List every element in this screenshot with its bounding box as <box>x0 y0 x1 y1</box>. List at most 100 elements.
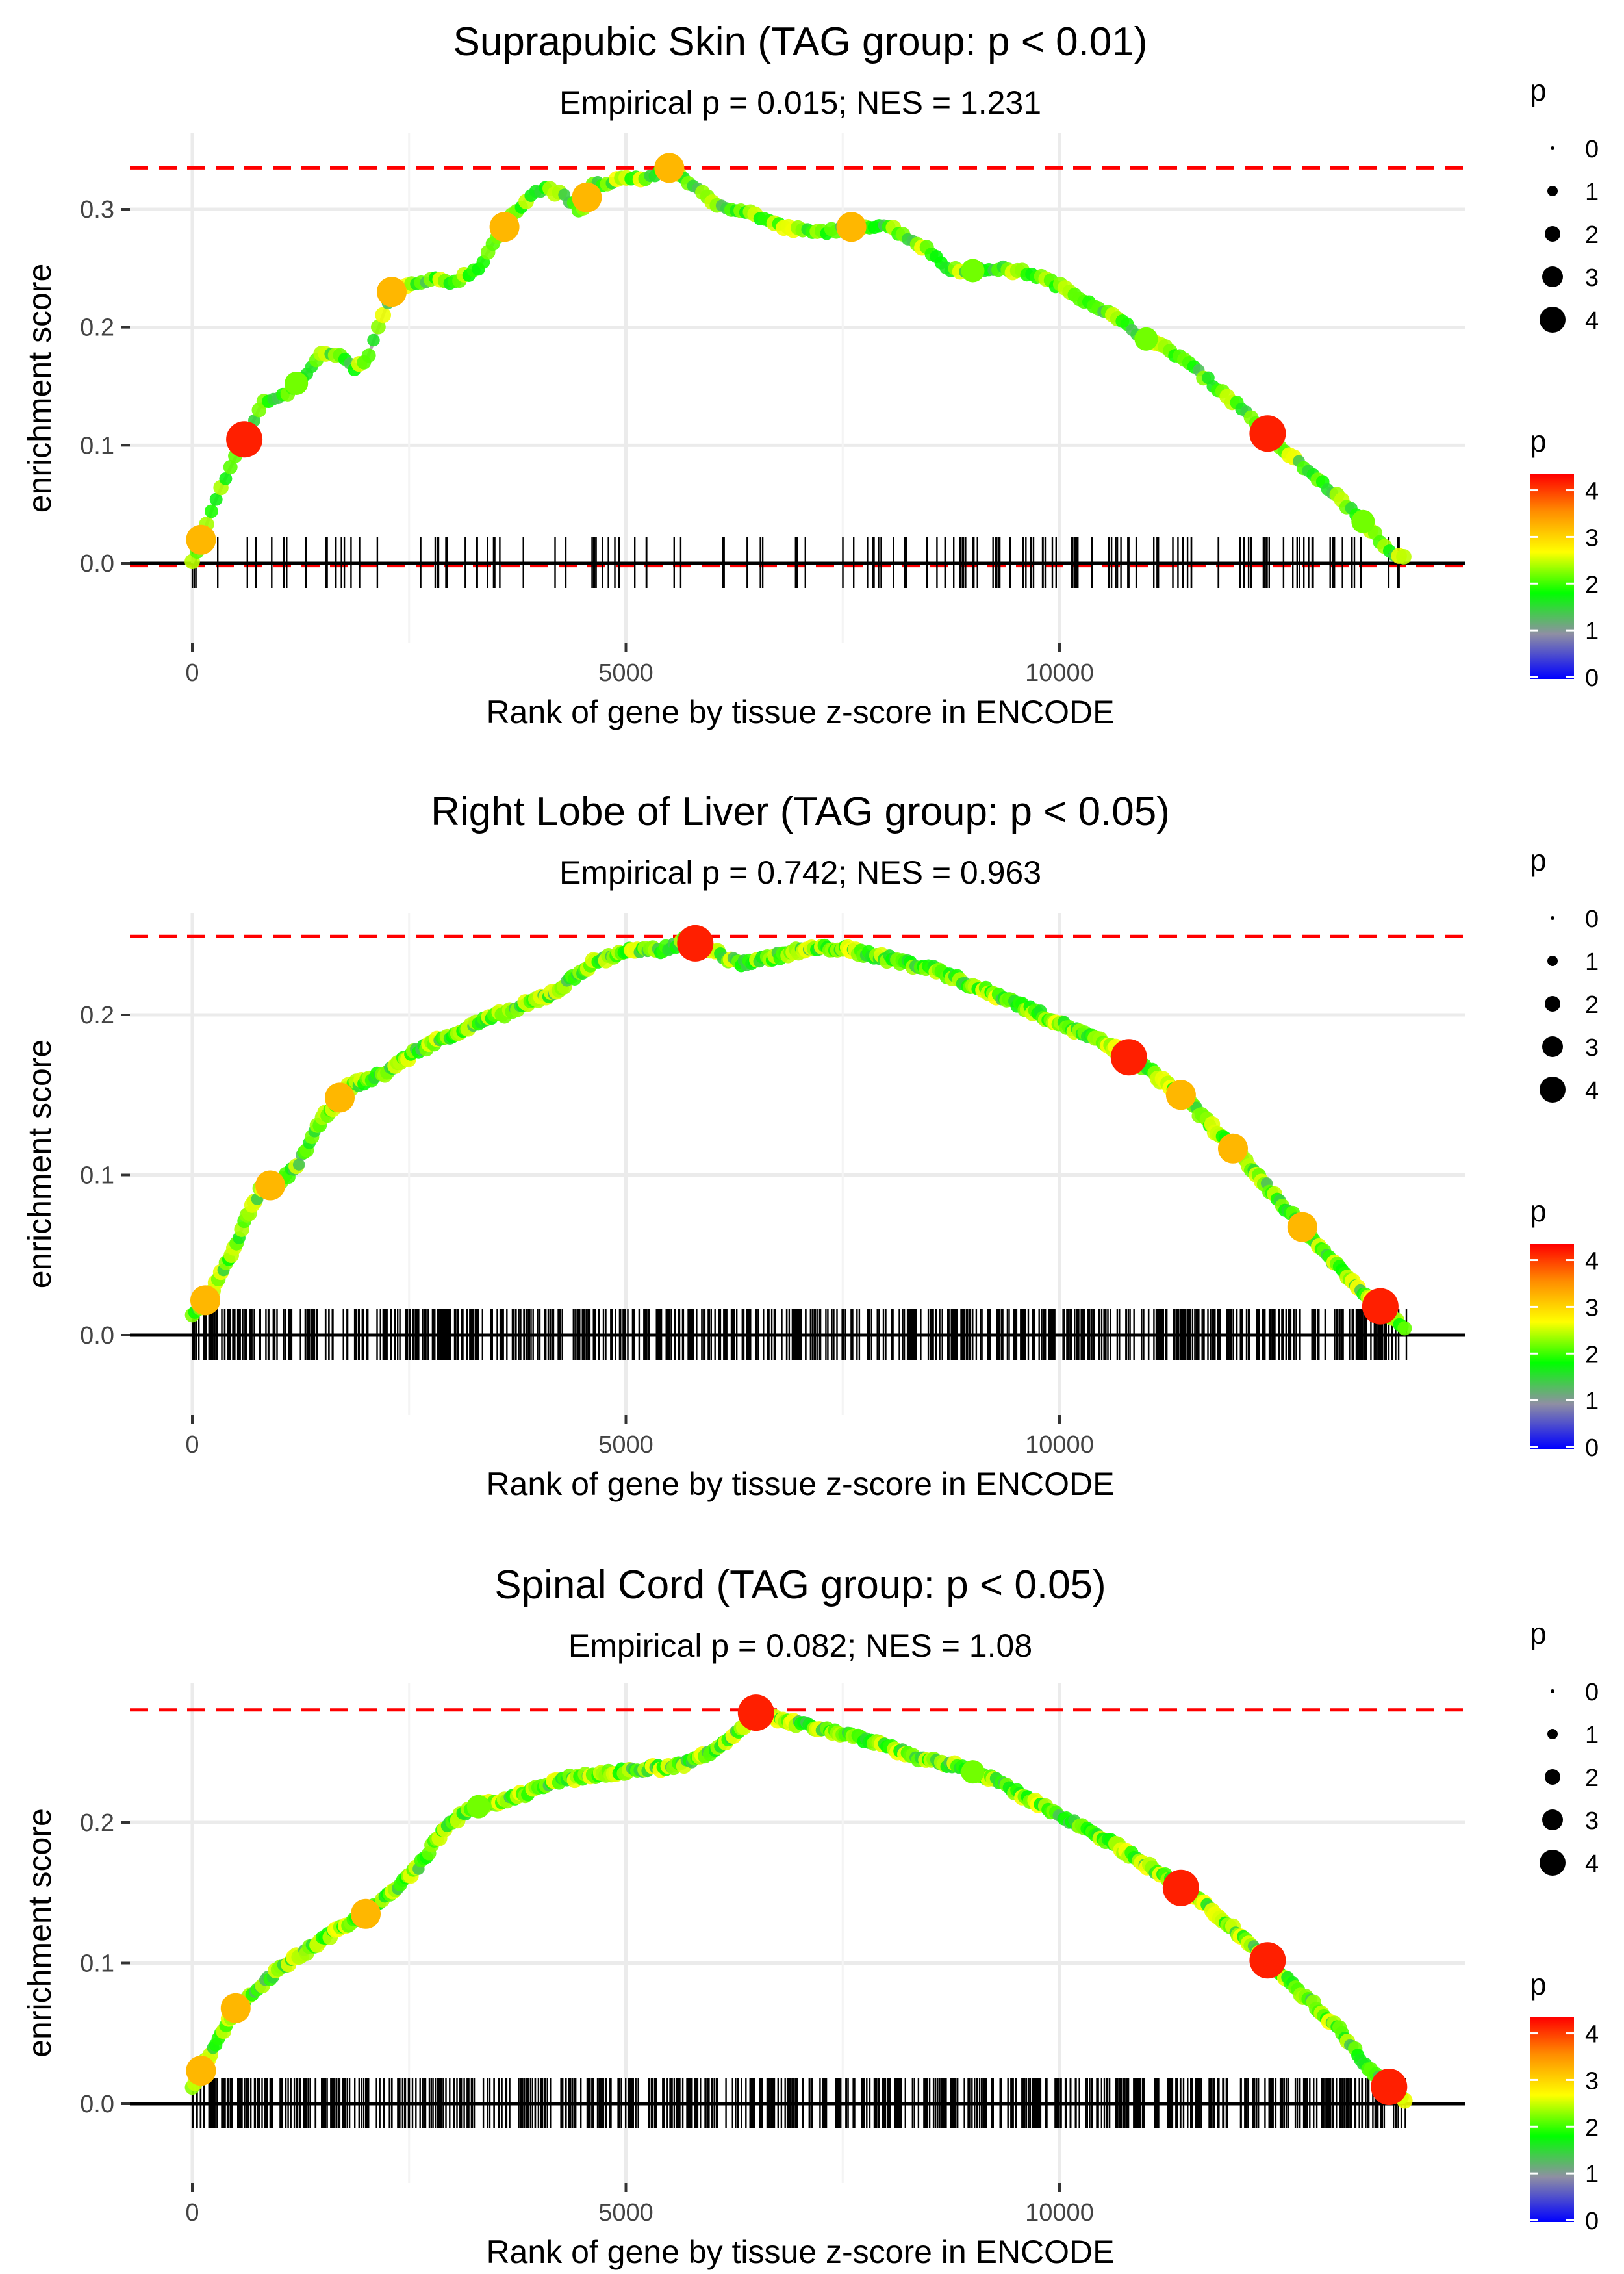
es-point <box>223 460 238 474</box>
es-point-highlight <box>961 1760 985 1784</box>
color-legend: p 0 1 2 3 4 <box>1530 424 1599 692</box>
size-legend-label: 0 <box>1585 906 1599 933</box>
color-legend-label: 0 <box>1585 665 1599 692</box>
size-legend-label: 2 <box>1585 222 1599 249</box>
x-axis-label: Rank of gene by tissue z-score in ENCODE <box>486 1466 1114 1502</box>
es-point-highlight <box>190 1285 220 1316</box>
es-point <box>204 504 218 518</box>
es-point-highlight <box>226 421 263 458</box>
es-point-highlight <box>836 212 867 242</box>
x-axis-label: Rank of gene by tissue z-score in ENCODE <box>486 2234 1114 2270</box>
es-point-highlight <box>1371 2069 1408 2105</box>
es-point-highlight <box>1362 1288 1399 1325</box>
size-legend-label: 0 <box>1585 1679 1599 1706</box>
es-points <box>184 153 1412 570</box>
color-legend-bar <box>1530 2017 1574 2222</box>
es-point-highlight <box>1218 1133 1248 1164</box>
color-legend-bar <box>1530 1244 1574 1449</box>
es-point-highlight <box>186 2056 216 2086</box>
y-tick-label: 0.0 <box>80 1322 114 1349</box>
size-legend-dot <box>1545 1769 1560 1785</box>
color-legend-label: 4 <box>1585 2021 1599 2049</box>
es-point-highlight <box>677 925 714 962</box>
size-legend-dot <box>1542 1809 1563 1830</box>
es-point-highlight <box>654 153 685 183</box>
y-tick-label: 0.2 <box>80 1002 114 1029</box>
es-point-highlight <box>1110 1039 1147 1076</box>
es-point <box>370 319 386 335</box>
size-legend: p 0 1 2 3 4 <box>1530 843 1599 1105</box>
es-point-highlight <box>489 212 520 242</box>
es-point <box>375 307 392 324</box>
size-legend-dot <box>1551 1689 1554 1693</box>
color-legend-label: 4 <box>1585 1248 1599 1275</box>
x-axis-label: Rank of gene by tissue z-score in ENCODE <box>486 694 1114 730</box>
color-legend-label: 1 <box>1585 2161 1599 2188</box>
x-tick-label: 5000 <box>598 2199 653 2227</box>
x-tick-label: 10000 <box>1025 659 1094 687</box>
es-point-highlight <box>377 277 407 307</box>
es-point <box>1396 549 1412 565</box>
size-legend-dot <box>1542 1036 1563 1057</box>
size-legend-label: 4 <box>1585 1850 1599 1878</box>
size-legend-label: 2 <box>1585 991 1599 1019</box>
es-point-highlight <box>1165 1080 1196 1110</box>
es-points <box>184 1694 1413 2109</box>
size-legend-label: 4 <box>1585 307 1599 335</box>
size-legend-dot <box>1547 186 1558 196</box>
y-tick-label: 0.1 <box>80 1162 114 1190</box>
x-axis: 0 5000 10000 <box>185 643 1094 687</box>
es-point-highlight <box>1249 1942 1286 1979</box>
es-point-highlight <box>1351 509 1375 533</box>
es-point-highlight <box>186 524 216 555</box>
y-tick-label: 0.2 <box>80 314 114 342</box>
panel-3: Spinal Cord (TAG group: p < 0.05) Empiric… <box>21 1563 1599 2270</box>
es-point <box>361 348 376 363</box>
size-legend-label: 3 <box>1585 264 1599 292</box>
color-legend-label: 3 <box>1585 1294 1599 1322</box>
panel-2: Right Lobe of Liver (TAG group: p < 0.05… <box>21 789 1599 1502</box>
x-tick-label: 5000 <box>598 1431 653 1459</box>
y-tick-label: 0.2 <box>80 1809 114 1837</box>
size-legend-title: p <box>1530 1616 1547 1650</box>
chart-subtitle: Empirical p = 0.015; NES = 1.231 <box>559 84 1041 121</box>
size-legend-dot <box>1551 146 1554 150</box>
es-point <box>219 472 233 485</box>
es-point-highlight <box>961 259 985 283</box>
chart-title: Spinal Cord (TAG group: p < 0.05) <box>494 1563 1106 1607</box>
y-axis-label: enrichment score <box>21 1040 58 1289</box>
size-legend-dot <box>1545 996 1560 1012</box>
size-legend-label: 3 <box>1585 1034 1599 1062</box>
size-legend-dot <box>1540 307 1566 333</box>
size-legend-label: 4 <box>1585 1077 1599 1105</box>
y-axis-label: enrichment score <box>21 1808 58 2058</box>
color-legend-title: p <box>1530 424 1547 458</box>
size-legend-label: 3 <box>1585 1808 1599 1835</box>
color-legend-title: p <box>1530 1967 1547 2001</box>
es-point <box>1397 1321 1412 1336</box>
size-legend-title: p <box>1530 843 1547 877</box>
es-point-highlight <box>325 1082 355 1113</box>
color-legend-label: 4 <box>1585 478 1599 505</box>
chart-subtitle: Empirical p = 0.082; NES = 1.08 <box>568 1628 1032 1664</box>
color-legend-label: 2 <box>1585 1341 1599 1368</box>
size-legend-dot <box>1540 1850 1566 1876</box>
es-point-highlight <box>1134 327 1158 351</box>
size-legend-label: 1 <box>1585 1722 1599 1749</box>
es-point <box>292 1158 305 1171</box>
es-point-highlight <box>220 1993 251 2023</box>
es-point-highlight <box>255 1170 286 1201</box>
color-legend-bar <box>1530 474 1574 679</box>
color-legend-label: 3 <box>1585 2067 1599 2095</box>
es-point-highlight <box>572 182 602 212</box>
color-legend: p 0 1 2 3 4 <box>1530 1967 1599 2235</box>
x-tick-label: 0 <box>185 659 199 687</box>
es-point <box>367 333 380 347</box>
chart-title: Suprapubic Skin (TAG group: p < 0.01) <box>453 19 1148 64</box>
es-point-highlight <box>285 372 309 395</box>
es-point-highlight <box>466 1795 490 1819</box>
color-legend: p 0 1 2 3 4 <box>1530 1194 1599 1462</box>
y-axis: 0.0 0.1 0.2 <box>80 1809 130 2118</box>
y-axis: 0.0 0.1 0.2 0.3 <box>80 196 130 578</box>
